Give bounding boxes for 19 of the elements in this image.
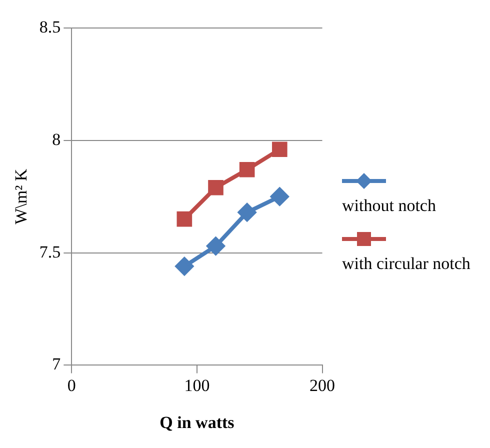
y-axis-title: W\m² K [12,168,31,224]
point [175,257,194,276]
y-tick-label: 7.5 [39,242,61,262]
y-tick-label: 8.5 [39,17,61,36]
legend-label: without notch [342,196,437,216]
point [206,237,225,256]
x-tick-label: 0 [67,376,76,395]
point [176,211,192,227]
y-tick-label: 7 [52,354,62,374]
point [238,203,256,222]
point [239,162,255,178]
legend-label: with circular notch [342,254,472,274]
x-tick-label: 100 [184,376,210,395]
y-tick-label: 8 [52,130,61,149]
point [272,142,288,158]
point [208,180,224,196]
x-axis-title: Q in watts [160,413,235,432]
x-tick-label: 200 [310,376,335,395]
point [270,188,289,206]
